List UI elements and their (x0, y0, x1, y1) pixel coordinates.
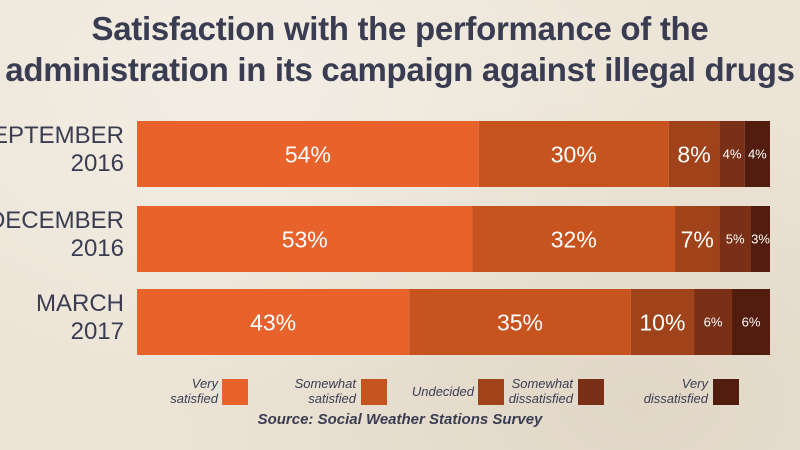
legend-swatch (478, 379, 504, 405)
legend-swatch (361, 379, 387, 405)
bar-segment (472, 206, 676, 272)
legend-label: Undecided (412, 384, 475, 399)
data-label: 6% (742, 315, 761, 330)
data-label: 5% (726, 232, 745, 247)
chart-title-line-1: Satisfaction with the performance of the (91, 10, 709, 47)
bar-segment (675, 206, 720, 272)
bar-segment (137, 289, 410, 355)
legend-swatch (222, 379, 248, 405)
chart-title: Satisfaction with the performance of the… (0, 8, 800, 90)
category-label: MARCH 2017 (36, 290, 124, 345)
bar-segment (478, 121, 669, 187)
bar-segment (137, 121, 479, 187)
bar-segment (409, 289, 631, 355)
bar-segment (668, 121, 720, 187)
legend-label: Very satisfied (170, 376, 219, 406)
bar-segment (694, 289, 733, 355)
bar-segment (630, 289, 695, 355)
legend-swatch (578, 379, 604, 405)
legend-label-line: dissatisfied (644, 391, 709, 406)
category-label-line: 2016 (71, 235, 124, 262)
bar-segment (719, 206, 752, 272)
bar-segment (751, 206, 770, 272)
legend-label-line: Undecided (412, 384, 475, 399)
chart-source: Source: Social Weather Stations Survey (257, 411, 543, 428)
legend-swatch (713, 379, 739, 405)
category-label-line: MARCH (36, 290, 124, 317)
bar-segment (137, 206, 473, 272)
legend-label-line: satisfied (308, 391, 356, 406)
data-label: 3% (751, 232, 770, 247)
data-label: 4% (748, 147, 767, 162)
legend-label-line: Very (192, 376, 220, 391)
data-label: 54% (285, 141, 331, 167)
legend-label: Somewhat satisfied (295, 376, 358, 406)
legend-label-line: Somewhat (295, 376, 358, 391)
category-label-line: DECEMBER (0, 207, 124, 234)
data-label: 10% (639, 309, 685, 335)
chart-title-line-2: administration in its campaign against i… (5, 51, 795, 88)
data-label: 8% (677, 141, 710, 167)
legend-label-line: Very (682, 376, 710, 391)
category-label-line: 2017 (71, 318, 124, 345)
category-label: SEPTEMBER2016 (0, 122, 124, 177)
data-label: 7% (681, 226, 714, 252)
data-label: 53% (282, 226, 328, 252)
bar-segment (744, 121, 770, 187)
legend-label-line: dissatisfied (509, 391, 574, 406)
data-label: 4% (723, 147, 742, 162)
legend-label-line: satisfied (170, 391, 218, 406)
category-label-line: SEPTEMBER (0, 122, 124, 149)
data-label: 6% (704, 315, 723, 330)
data-label: 43% (250, 309, 296, 335)
bar-segment (719, 121, 745, 187)
legend-label: Very dissatisfied (644, 376, 710, 406)
bar-segment (732, 289, 770, 355)
data-label: 30% (551, 141, 597, 167)
legend-label-line: Somewhat (512, 376, 575, 391)
data-label: 35% (497, 309, 543, 335)
category-label-line: 2016 (71, 150, 124, 177)
data-label: 32% (551, 226, 597, 252)
legend-label: Somewhat dissatisfied (509, 376, 575, 406)
category-label: DECEMBER 2016 (0, 207, 124, 262)
